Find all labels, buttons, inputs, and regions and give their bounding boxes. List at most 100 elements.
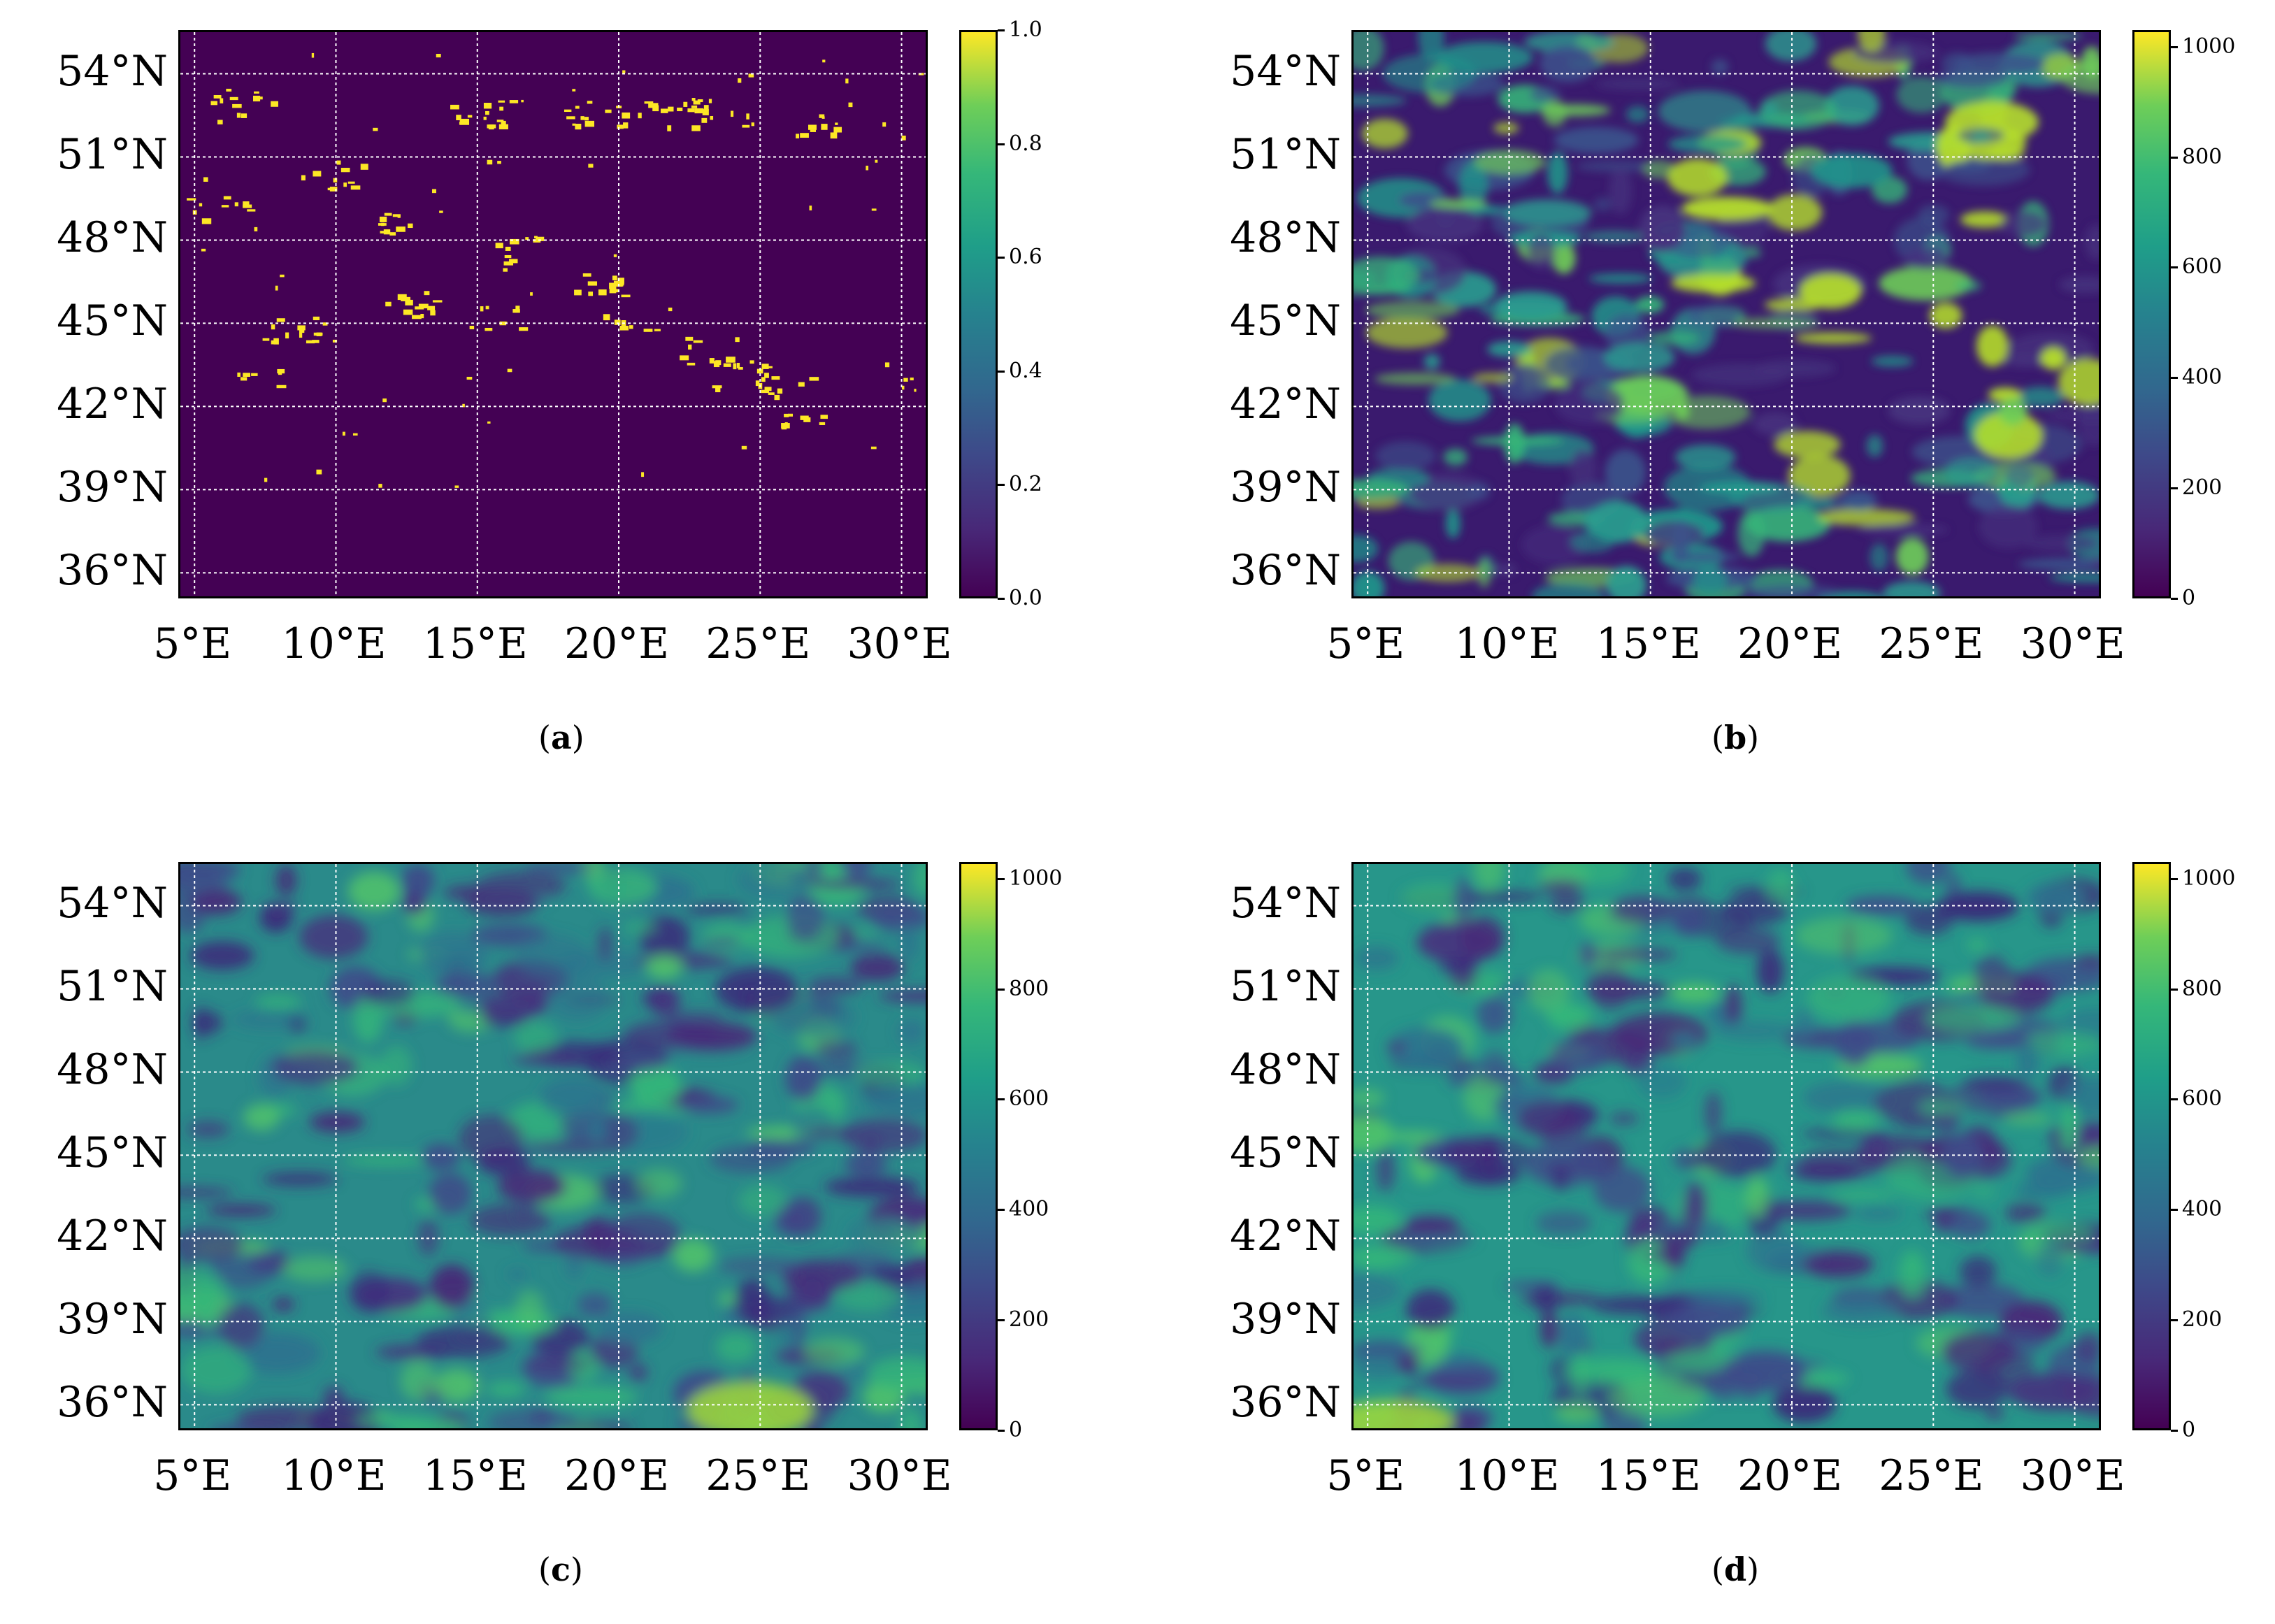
mask-pixels bbox=[187, 52, 924, 488]
colorbar-tickmark bbox=[2171, 377, 2178, 380]
colorbar-tickmark bbox=[998, 988, 1005, 991]
colorbar-tickmark bbox=[998, 1098, 1005, 1101]
colorbar-tickmark bbox=[998, 484, 1005, 487]
lat-label: 39°N bbox=[57, 1295, 168, 1344]
lon-label: 10°E bbox=[281, 1451, 387, 1500]
lat-label: 36°N bbox=[57, 1378, 168, 1428]
colorbar-tick-label: 200 bbox=[2182, 475, 2223, 501]
lat-label: 36°N bbox=[1230, 546, 1341, 596]
lat-label: 36°N bbox=[57, 546, 168, 596]
gridlines bbox=[180, 32, 926, 596]
lon-label: 25°E bbox=[705, 1451, 811, 1500]
colorbar-tickmark bbox=[2171, 156, 2178, 159]
lat-label: 39°N bbox=[1230, 1295, 1341, 1344]
map-b bbox=[1351, 30, 2101, 598]
caption-letter: c bbox=[550, 1551, 570, 1588]
map-d bbox=[1351, 862, 2101, 1430]
lon-label: 5°E bbox=[1326, 1451, 1405, 1500]
caption-b: (b) bbox=[1711, 719, 1760, 756]
lon-label: 25°E bbox=[1879, 619, 1984, 668]
map-svg-d bbox=[1354, 864, 2099, 1428]
colorbar-tick-label: 400 bbox=[1009, 1197, 1049, 1222]
colorbar-tickmark bbox=[998, 1319, 1005, 1322]
colorbar-tick-label: 200 bbox=[1009, 1307, 1049, 1332]
lon-label: 30°E bbox=[2020, 1451, 2125, 1500]
colorbar-tick-label: 800 bbox=[2182, 976, 2223, 1001]
lon-label: 10°E bbox=[281, 619, 387, 668]
colorbar-tick-label: 800 bbox=[1009, 976, 1049, 1001]
gridlines bbox=[1354, 864, 2099, 1428]
map-a bbox=[178, 30, 928, 598]
colorbar-tickmark bbox=[2171, 877, 2178, 880]
colorbar-tick-label: 1000 bbox=[2182, 34, 2236, 59]
colorbar-tickmark bbox=[998, 877, 1005, 880]
lon-label: 15°E bbox=[1595, 1451, 1701, 1500]
colorbar-tickmark bbox=[2171, 988, 2178, 991]
colorbar-tickmark bbox=[2171, 1430, 2178, 1432]
colorbar-tick-label: 0.0 bbox=[1009, 586, 1042, 610]
lon-label: 15°E bbox=[422, 1451, 528, 1500]
lon-label: 10°E bbox=[1454, 1451, 1560, 1500]
colorbar-tick-label: 400 bbox=[2182, 365, 2223, 390]
lat-label: 45°N bbox=[57, 1128, 168, 1178]
colorbar-tickmark bbox=[2171, 1209, 2178, 1212]
lat-label: 51°N bbox=[1230, 130, 1341, 180]
colorbar-tick-label: 1000 bbox=[1009, 865, 1063, 891]
colorbar-tick-label: 600 bbox=[1009, 1086, 1049, 1112]
lat-label: 48°N bbox=[1230, 213, 1341, 263]
lon-label: 20°E bbox=[1737, 619, 1843, 668]
colorbar-tickmark bbox=[998, 1209, 1005, 1212]
colorbar-tick-label: 0 bbox=[2182, 586, 2196, 610]
field-texture bbox=[1354, 32, 2099, 596]
caption-c: (c) bbox=[538, 1551, 583, 1588]
colorbar-tick-label: 1.0 bbox=[1009, 17, 1042, 42]
colorbar-tickmark bbox=[2171, 598, 2178, 600]
colorbar-tick-label: 1000 bbox=[2182, 865, 2236, 891]
lat-label: 54°N bbox=[57, 879, 168, 928]
colorbar-tick-label: 0.8 bbox=[1009, 131, 1042, 156]
lat-label: 42°N bbox=[57, 380, 168, 429]
colorbar-tickmark bbox=[998, 1430, 1005, 1432]
caption-a: (a) bbox=[538, 719, 584, 756]
lat-label: 51°N bbox=[57, 130, 168, 180]
caption-letter: a bbox=[550, 719, 572, 756]
lat-label: 39°N bbox=[1230, 463, 1341, 512]
colorbar-tickmark bbox=[2171, 266, 2178, 269]
colorbar-d bbox=[2132, 862, 2171, 1430]
lon-label: 25°E bbox=[1879, 1451, 1984, 1500]
colorbar-tickmark bbox=[998, 143, 1005, 145]
colorbar-tickmark bbox=[998, 29, 1005, 31]
lon-label: 10°E bbox=[1454, 619, 1560, 668]
lat-label: 48°N bbox=[57, 1045, 168, 1095]
lat-label: 51°N bbox=[57, 962, 168, 1012]
lat-label: 51°N bbox=[1230, 962, 1341, 1012]
lat-label: 54°N bbox=[1230, 879, 1341, 928]
lat-label: 45°N bbox=[1230, 1128, 1341, 1178]
lon-label: 30°E bbox=[847, 1451, 952, 1500]
lon-label: 30°E bbox=[2020, 619, 2125, 668]
colorbar-tickmark bbox=[998, 370, 1005, 373]
colorbar-tickmark bbox=[2171, 487, 2178, 490]
lon-label: 20°E bbox=[564, 1451, 670, 1500]
colorbar-tick-label: 600 bbox=[2182, 254, 2223, 280]
lat-label: 54°N bbox=[1230, 47, 1341, 96]
colorbar-tick-label: 200 bbox=[2182, 1307, 2223, 1332]
lon-label: 15°E bbox=[422, 619, 528, 668]
colorbar-tick-label: 800 bbox=[2182, 144, 2223, 169]
colorbar-tickmark bbox=[2171, 45, 2178, 48]
lat-label: 39°N bbox=[57, 463, 168, 512]
lat-label: 42°N bbox=[1230, 1212, 1341, 1261]
map-svg-c bbox=[180, 864, 926, 1428]
colorbar-tick-label: 0 bbox=[1009, 1418, 1023, 1442]
colorbar-tickmark bbox=[998, 257, 1005, 259]
colorbar-b bbox=[2132, 30, 2171, 598]
colorbar-tickmark bbox=[998, 598, 1005, 600]
gridlines bbox=[1354, 32, 2099, 596]
lon-label: 5°E bbox=[153, 1451, 232, 1500]
lon-label: 25°E bbox=[705, 619, 811, 668]
lon-label: 30°E bbox=[847, 619, 952, 668]
lat-label: 54°N bbox=[57, 47, 168, 96]
lat-label: 36°N bbox=[1230, 1378, 1341, 1428]
lat-label: 42°N bbox=[57, 1212, 168, 1261]
lat-label: 42°N bbox=[1230, 380, 1341, 429]
